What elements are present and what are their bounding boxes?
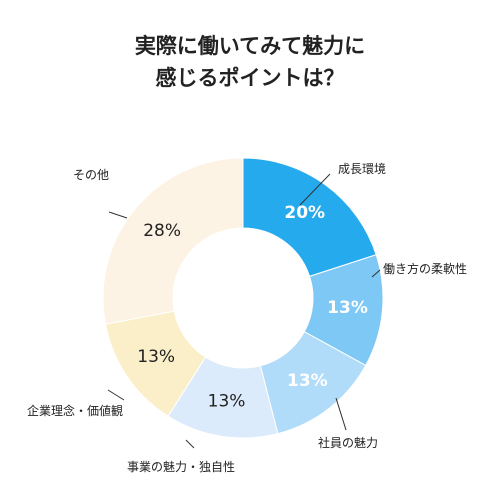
donut-slice-1 [242,157,377,277]
chart-title: 実際に働いてみて魅力に 感じるポイントは？ [0,30,500,94]
category-label-4: 事業の魅力・独自性 [127,459,235,474]
category-label-1: 成長環境 [338,161,386,176]
leader-line-2 [371,269,381,278]
category-label-3: 社員の魅力 [318,435,378,450]
chart-title-line-2: 感じるポイントは？ [155,66,345,90]
category-label-6: その他 [73,168,109,182]
category-label-2: 働き方の柔軟性 [383,261,467,276]
percent-label-1: 20% [284,203,325,223]
chart-title-line-1: 実際に働いてみて魅力に [134,34,366,58]
category-label-5: 企業理念・価値観 [27,403,123,418]
percent-label-3: 13% [287,371,328,391]
leader-line-5 [107,389,125,401]
leader-line-6 [108,211,128,219]
donut-slice-6 [102,157,244,325]
leader-line-3 [335,397,347,431]
leader-line-4 [185,439,195,449]
leader-line-1 [299,173,331,206]
percent-label-4: 13% [208,392,246,412]
donut-slices [102,157,384,439]
percent-label-2: 13% [327,298,368,318]
leader-lines [107,173,381,449]
percent-labels: 20% 13% 13% 13% 13% 28% [137,203,368,412]
percent-label-5: 13% [137,347,175,367]
percent-label-6: 28% [143,221,181,241]
